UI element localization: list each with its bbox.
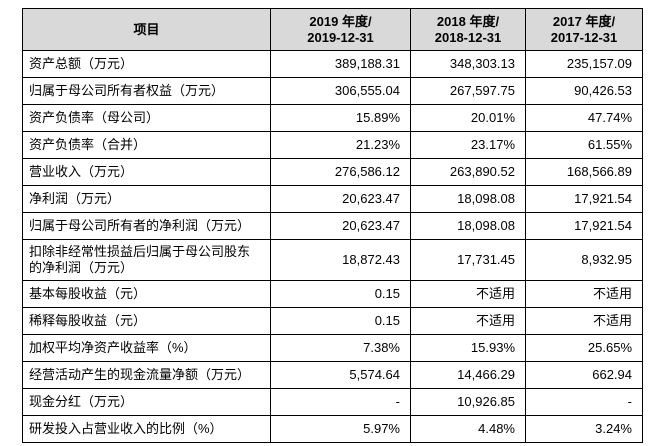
header-text: 2018 年度/ <box>436 13 500 29</box>
cell-value: 不适用 <box>525 307 643 335</box>
table-row: 资产总额（万元） 389,188.31 348,303.13 235,157.09 <box>22 50 643 78</box>
row-label: 净利润（万元） <box>22 185 271 213</box>
cell-value: 15.89% <box>270 104 411 132</box>
cell-value: 263,890.52 <box>410 158 526 186</box>
cell-value: 不适用 <box>410 280 526 308</box>
cell-value: 306,555.04 <box>270 77 411 105</box>
header-cell: 2018 年度/2018-12-31 <box>410 8 526 51</box>
cell-value: - <box>270 388 411 416</box>
cell-value: 4.48% <box>410 415 526 443</box>
cell-value: 不适用 <box>410 307 526 335</box>
cell-value: 23.17% <box>410 131 526 159</box>
header-text: 2019 年度/ <box>309 13 372 29</box>
cell-value: 5.97% <box>270 415 411 443</box>
cell-value: 662.94 <box>525 361 643 389</box>
table-row: 资产负债率（母公司） 15.89% 20.01% 47.74% <box>22 104 643 132</box>
header-text: 2017 年度/ <box>552 13 616 29</box>
cell-value: 15.93% <box>410 334 526 362</box>
table-row: 资产负债率（合并） 21.23% 23.17% 61.55% <box>22 131 643 159</box>
cell-value: - <box>525 388 643 416</box>
table-row: 归属于母公司所有者的净利润（万元） 20,623.47 18,098.08 17,92… <box>22 212 643 240</box>
table-row: 归属于母公司所有者权益（万元） 306,555.04 267,597.75 90,42… <box>22 77 643 105</box>
cell-value: 0.15 <box>270 280 411 308</box>
cell-value: 235,157.09 <box>525 50 643 78</box>
financial-table: 项目 2019 年度/2019-12-31 2018 年度/2018-12-31 20… <box>22 8 643 443</box>
cell-value: 389,188.31 <box>270 50 411 78</box>
row-label: 稀释每股收益（元） <box>22 307 271 335</box>
table-row: 基本每股收益（元） 0.15 不适用 不适用 <box>22 280 643 308</box>
table-row: 营业收入（万元） 276,586.12 263,890.52 168,566.89 <box>22 158 643 186</box>
cell-value: 17,921.54 <box>525 212 643 240</box>
table-row: 稀释每股收益（元） 0.15 不适用 不适用 <box>22 307 643 335</box>
cell-value: 276,586.12 <box>270 158 411 186</box>
row-label: 归属于母公司所有者权益（万元） <box>22 77 271 105</box>
cell-value: 47.74% <box>525 104 643 132</box>
header-row: 项目 2019 年度/2019-12-31 2018 年度/2018-12-31 20… <box>22 8 643 51</box>
row-label: 经营活动产生的现金流量净额（万元） <box>22 361 271 389</box>
table-row: 净利润（万元） 20,623.47 18,098.08 17,921.54 <box>22 185 643 213</box>
header-text: 2017-12-31 <box>550 29 618 45</box>
row-label: 现金分红（万元） <box>22 388 271 416</box>
row-label: 扣除非经常性损益后归属于母公司股东的净利润（万元） <box>22 239 271 281</box>
row-label: 加权平均净资产收益率（%） <box>22 334 271 362</box>
cell-value: 348,303.13 <box>410 50 526 78</box>
cell-value: 17,731.45 <box>410 239 526 281</box>
cell-value: 8,932.95 <box>525 239 643 281</box>
header-text: 2019-12-31 <box>307 29 374 45</box>
cell-value: 21.23% <box>270 131 411 159</box>
table-row: 现金分红（万元） -10,926.85- <box>22 388 643 416</box>
table-row: 扣除非经常性损益后归属于母公司股东的净利润（万元） 18,872.43 17,731… <box>22 239 643 281</box>
cell-value: 不适用 <box>525 280 643 308</box>
row-label: 归属于母公司所有者的净利润（万元） <box>22 212 271 240</box>
header-cell: 2017 年度/2017-12-31 <box>525 8 643 51</box>
cell-value: 18,872.43 <box>270 239 411 281</box>
header-cell: 项目 <box>22 8 271 51</box>
cell-value: 168,566.89 <box>525 158 643 186</box>
table-body: 资产总额（万元） 389,188.31 348,303.13 235,157.09 归属… <box>22 50 643 443</box>
cell-value: 61.55% <box>525 131 643 159</box>
header-cell: 2019 年度/2019-12-31 <box>270 8 411 51</box>
cell-value: 0.15 <box>270 307 411 335</box>
cell-value: 20.01% <box>410 104 526 132</box>
row-label: 营业收入（万元） <box>22 158 271 186</box>
header-text: 项目 <box>133 21 160 37</box>
cell-value: 5,574.64 <box>270 361 411 389</box>
row-label: 资产负债率（合并） <box>22 131 271 159</box>
cell-value: 17,921.54 <box>525 185 643 213</box>
cell-value: 18,098.08 <box>410 185 526 213</box>
table-row: 研发投入占营业收入的比例（%） 5.97% 4.48% 3.24% <box>22 415 643 443</box>
cell-value: 14,466.29 <box>410 361 526 389</box>
cell-value: 267,597.75 <box>410 77 526 105</box>
row-label: 基本每股收益（元） <box>22 280 271 308</box>
cell-value: 90,426.53 <box>525 77 643 105</box>
cell-value: 20,623.47 <box>270 185 411 213</box>
row-label: 资产总额（万元） <box>22 50 271 78</box>
cell-value: 7.38% <box>270 334 411 362</box>
header-text: 2018-12-31 <box>434 29 502 45</box>
cell-value: 3.24% <box>525 415 643 443</box>
cell-value: 10,926.85 <box>410 388 526 416</box>
cell-value: 25.65% <box>525 334 643 362</box>
cell-value: 18,098.08 <box>410 212 526 240</box>
row-label: 资产负债率（母公司） <box>22 104 271 132</box>
row-label: 研发投入占营业收入的比例（%） <box>22 415 271 443</box>
table-row: 经营活动产生的现金流量净额（万元） 5,574.64 14,466.29 662.94 <box>22 361 643 389</box>
cell-value: 20,623.47 <box>270 212 411 240</box>
table-row: 加权平均净资产收益率（%） 7.38% 15.93% 25.65% <box>22 334 643 362</box>
